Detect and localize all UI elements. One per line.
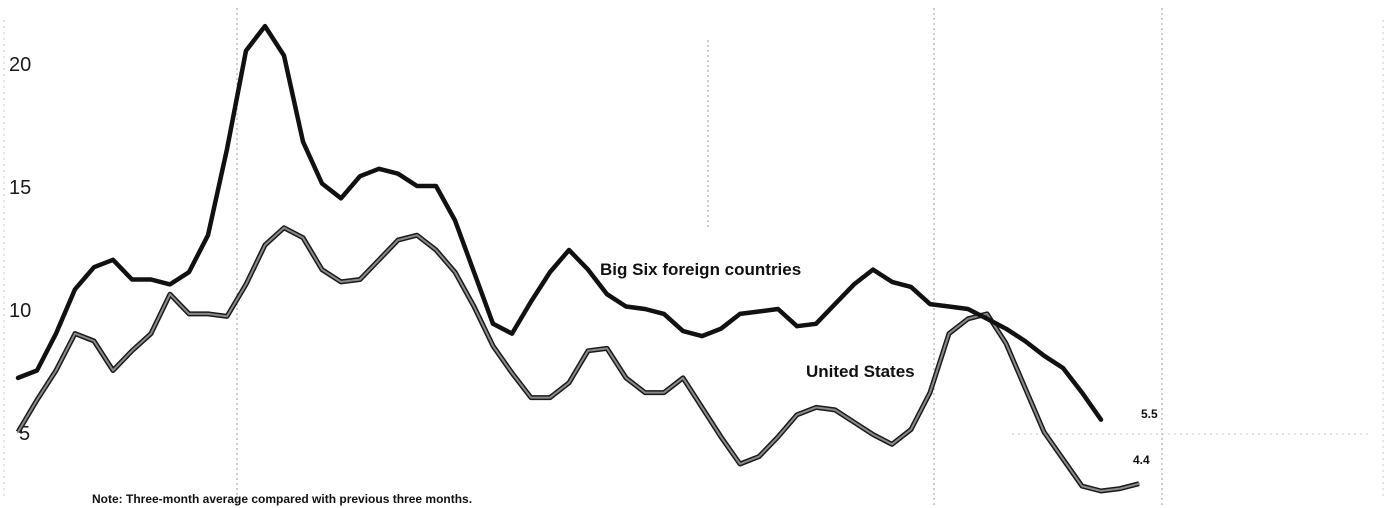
y-tick-label-20: 20 xyxy=(9,54,31,76)
series-label-united-states: United States xyxy=(806,362,915,381)
y-tick-label-10: 10 xyxy=(9,300,31,322)
series-lines xyxy=(15,23,1140,494)
grid-lines xyxy=(3,8,1384,508)
end-value-label-big-six: 5.5 xyxy=(1141,407,1158,421)
y-axis-ticks: 5 10 15 20 xyxy=(9,54,31,445)
chart-note: Note: Three-month average compared with … xyxy=(92,492,472,506)
series-line-united-states-outline xyxy=(15,225,1140,494)
series-line-united-states xyxy=(17,226,1140,492)
series-line-big-six xyxy=(15,23,1104,422)
series-label-big-six: Big Six foreign countries xyxy=(600,260,801,279)
end-value-label-united-states: 4.4 xyxy=(1133,453,1150,467)
y-tick-label-15: 15 xyxy=(9,177,31,199)
y-tick-label-5: 5 xyxy=(19,423,30,445)
